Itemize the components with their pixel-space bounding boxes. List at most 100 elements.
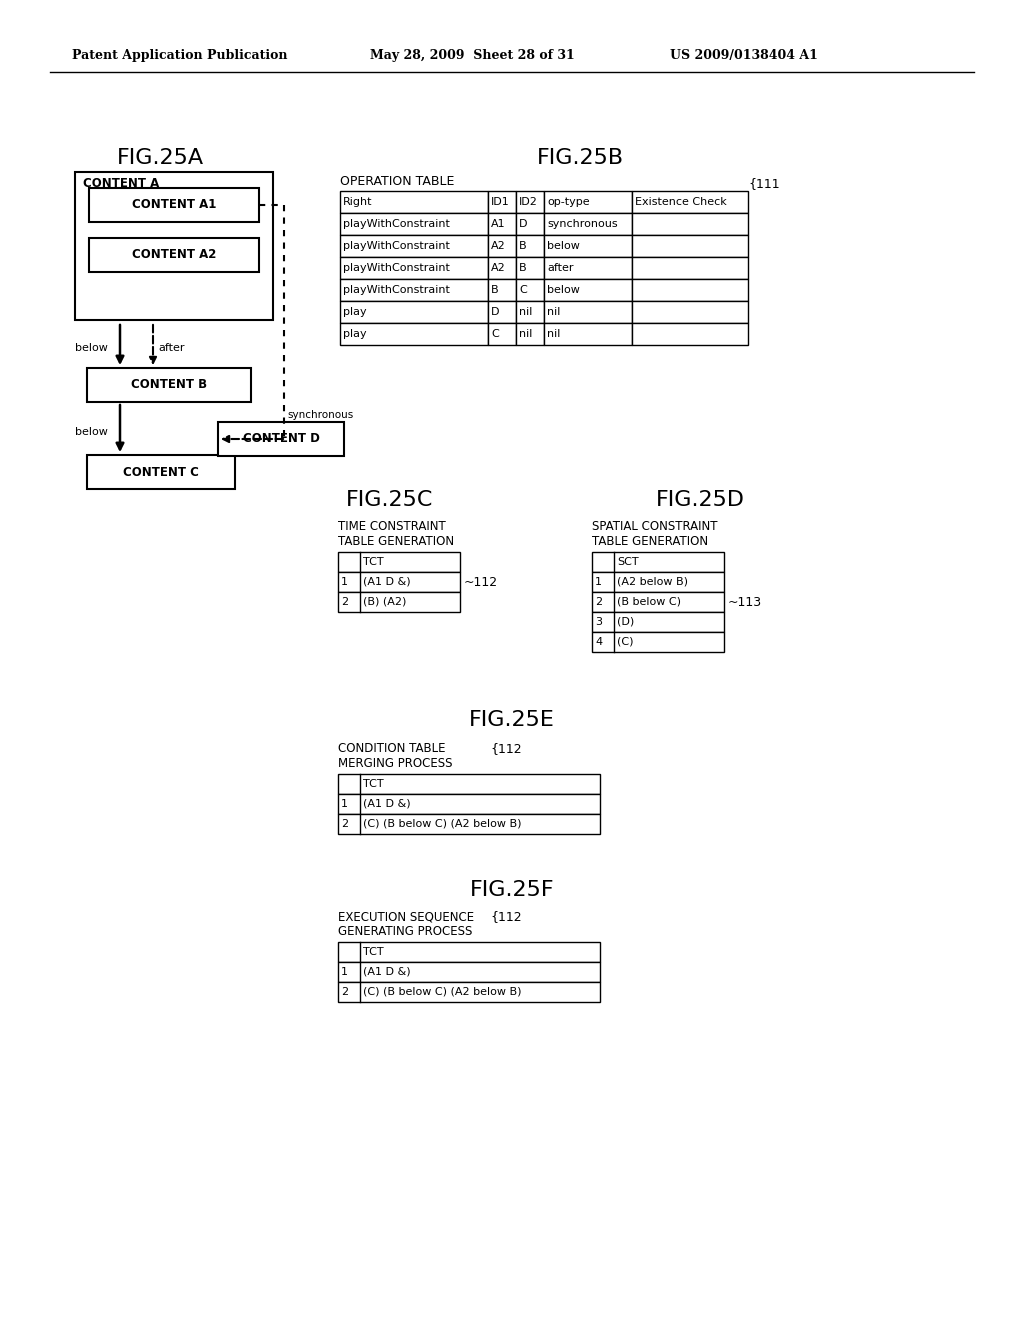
- Text: EXECUTION SEQUENCE: EXECUTION SEQUENCE: [338, 909, 474, 923]
- Text: SCT: SCT: [617, 557, 639, 568]
- Text: SPATIAL CONSTRAINT: SPATIAL CONSTRAINT: [592, 520, 718, 533]
- Text: 4: 4: [595, 638, 602, 647]
- Bar: [632, 279, 748, 301]
- Text: CONTENT C: CONTENT C: [123, 466, 199, 479]
- Text: {112: {112: [490, 742, 521, 755]
- Text: after: after: [547, 263, 573, 273]
- Text: Existence Check: Existence Check: [635, 197, 727, 207]
- Text: (C) (B below C) (A2 below B): (C) (B below C) (A2 below B): [362, 987, 521, 997]
- Text: playWithConstraint: playWithConstraint: [343, 242, 450, 251]
- Bar: [632, 235, 748, 257]
- Bar: [338, 814, 600, 834]
- Bar: [338, 572, 460, 591]
- Text: (B) (A2): (B) (A2): [362, 597, 407, 607]
- Text: 2: 2: [595, 597, 602, 607]
- Text: 2: 2: [341, 597, 348, 607]
- Text: nil: nil: [519, 308, 532, 317]
- Text: FIG.25A: FIG.25A: [117, 148, 204, 168]
- Bar: [544, 257, 632, 279]
- Bar: [338, 774, 600, 795]
- Bar: [340, 301, 488, 323]
- Text: playWithConstraint: playWithConstraint: [343, 263, 450, 273]
- Text: ~112: ~112: [464, 576, 498, 589]
- Text: playWithConstraint: playWithConstraint: [343, 285, 450, 294]
- Text: ID2: ID2: [519, 197, 538, 207]
- Text: CONTENT A1: CONTENT A1: [132, 198, 216, 211]
- Bar: [632, 301, 748, 323]
- Bar: [87, 455, 234, 488]
- Text: A2: A2: [490, 263, 506, 273]
- Text: FIG.25E: FIG.25E: [469, 710, 555, 730]
- Bar: [544, 191, 632, 213]
- Bar: [340, 279, 488, 301]
- Text: below: below: [547, 242, 580, 251]
- Text: (B below C): (B below C): [617, 597, 681, 607]
- Text: US 2009/0138404 A1: US 2009/0138404 A1: [670, 49, 818, 62]
- Bar: [89, 238, 259, 272]
- Text: CONDITION TABLE: CONDITION TABLE: [338, 742, 445, 755]
- Bar: [544, 323, 632, 345]
- Text: 2: 2: [341, 818, 348, 829]
- Bar: [338, 982, 600, 1002]
- Text: below: below: [75, 343, 108, 352]
- Text: {111: {111: [748, 177, 779, 190]
- Bar: [218, 422, 344, 455]
- Text: 2: 2: [341, 987, 348, 997]
- Text: op-type: op-type: [547, 197, 590, 207]
- Text: below: below: [547, 285, 580, 294]
- Text: 3: 3: [595, 616, 602, 627]
- Bar: [338, 552, 460, 572]
- Text: MERGING PROCESS: MERGING PROCESS: [338, 756, 453, 770]
- Text: TABLE GENERATION: TABLE GENERATION: [338, 535, 454, 548]
- Text: D: D: [490, 308, 500, 317]
- Bar: [516, 279, 544, 301]
- Bar: [340, 323, 488, 345]
- Text: OPERATION TABLE: OPERATION TABLE: [340, 176, 455, 187]
- Text: Right: Right: [343, 197, 373, 207]
- Text: B: B: [519, 242, 526, 251]
- Bar: [338, 591, 460, 612]
- Bar: [544, 235, 632, 257]
- Text: B: B: [490, 285, 499, 294]
- Text: ~113: ~113: [728, 595, 762, 609]
- Bar: [592, 632, 724, 652]
- Text: May 28, 2009  Sheet 28 of 31: May 28, 2009 Sheet 28 of 31: [370, 49, 574, 62]
- Text: (C): (C): [617, 638, 634, 647]
- Text: CONTENT A: CONTENT A: [83, 177, 160, 190]
- Bar: [632, 213, 748, 235]
- Bar: [89, 187, 259, 222]
- Text: Patent Application Publication: Patent Application Publication: [72, 49, 288, 62]
- Text: TCT: TCT: [362, 946, 384, 957]
- Bar: [544, 279, 632, 301]
- Text: (A1 D &): (A1 D &): [362, 799, 411, 809]
- Bar: [592, 612, 724, 632]
- Text: (C) (B below C) (A2 below B): (C) (B below C) (A2 below B): [362, 818, 521, 829]
- Text: A2: A2: [490, 242, 506, 251]
- Text: FIG.25C: FIG.25C: [346, 490, 434, 510]
- Text: 1: 1: [341, 799, 348, 809]
- Bar: [488, 257, 516, 279]
- Text: TIME CONSTRAINT: TIME CONSTRAINT: [338, 520, 445, 533]
- Bar: [592, 552, 724, 572]
- Text: play: play: [343, 329, 367, 339]
- Bar: [75, 172, 273, 319]
- Bar: [592, 591, 724, 612]
- Text: below: below: [75, 426, 108, 437]
- Text: play: play: [343, 308, 367, 317]
- Text: (A1 D &): (A1 D &): [362, 968, 411, 977]
- Text: nil: nil: [519, 329, 532, 339]
- Bar: [340, 235, 488, 257]
- Bar: [340, 191, 488, 213]
- Text: playWithConstraint: playWithConstraint: [343, 219, 450, 228]
- Bar: [516, 301, 544, 323]
- Bar: [340, 257, 488, 279]
- Bar: [632, 191, 748, 213]
- Text: after: after: [158, 343, 184, 352]
- Bar: [632, 323, 748, 345]
- Bar: [338, 795, 600, 814]
- Text: ID1: ID1: [490, 197, 510, 207]
- Text: B: B: [519, 263, 526, 273]
- Bar: [516, 213, 544, 235]
- Bar: [544, 213, 632, 235]
- Bar: [592, 572, 724, 591]
